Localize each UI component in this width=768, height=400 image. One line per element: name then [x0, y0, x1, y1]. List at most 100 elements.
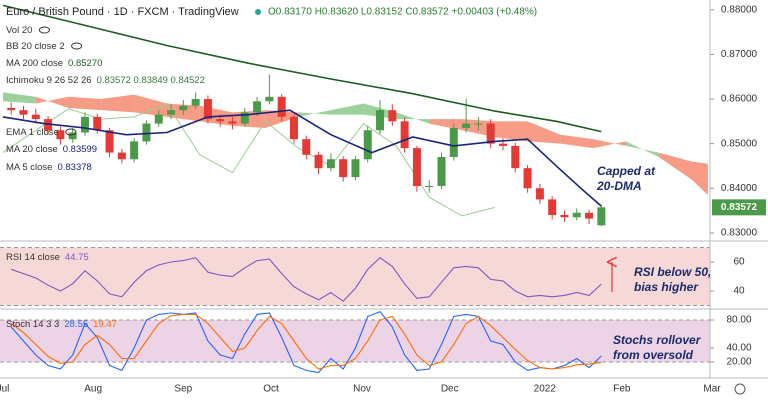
cloud — [691, 161, 708, 195]
ma-line — [2, 109, 602, 207]
candle-body — [191, 99, 200, 106]
indicator-legend: MA 200 close 0.85270 — [6, 58, 102, 69]
candle-body — [314, 154, 323, 169]
indicator-line — [10, 310, 602, 374]
candle-body — [511, 145, 520, 169]
candle-body — [449, 128, 458, 158]
pane-value: 28.55 — [64, 319, 88, 330]
cloud — [527, 121, 561, 144]
candle-body — [216, 119, 225, 122]
overlay: Euro / British Pound · 1D · FXCM · Tradi… — [6, 6, 711, 362]
cloud — [625, 141, 659, 158]
y-tick-label: 0.86000 — [721, 94, 758, 105]
candle-body — [7, 107, 16, 111]
cloud — [396, 112, 430, 124]
candle-body — [437, 157, 446, 187]
candle-body — [105, 130, 114, 153]
cloud — [560, 134, 594, 149]
indicator-value: 0.83599 — [63, 144, 97, 155]
pane-title: Stoch 14 3 3 — [6, 319, 59, 330]
y-tick-label: 80.00 — [726, 315, 751, 326]
plot-area — [0, 4, 710, 374]
candle-body — [19, 110, 28, 115]
indicator-name: Ichimoku 9 26 52 26 — [6, 75, 92, 86]
ohlc-label: O0.83170 H0.83620 L0.83152 C0.83572 +0.0… — [268, 7, 537, 18]
x-tick-label: Jul — [0, 384, 9, 395]
cloud — [68, 96, 102, 111]
cloud — [101, 94, 135, 113]
candle-body — [302, 139, 311, 155]
candle-body — [498, 143, 507, 146]
annotation: 20-DMA — [596, 179, 642, 193]
indicator-name: MA 200 close — [6, 58, 63, 69]
last-price-box — [712, 199, 766, 216]
cloud — [330, 103, 364, 115]
annotation: RSI below 50, — [634, 265, 711, 279]
indicator-name: Vol 20 — [6, 25, 32, 36]
candle-body — [376, 110, 385, 131]
candle-body — [154, 114, 163, 124]
cloud — [3, 92, 36, 104]
indicator-name: EMA 1 close — [6, 127, 59, 138]
cloud — [494, 121, 528, 142]
candle-body — [93, 116, 102, 131]
candle-body — [253, 101, 262, 113]
candle-body — [412, 148, 421, 187]
candle-body — [179, 105, 188, 111]
candle-body — [486, 123, 495, 144]
y-tick-label: 0.83000 — [721, 228, 758, 239]
candle-body — [572, 212, 581, 218]
y-tick-label: 60 — [733, 257, 745, 268]
indicator-value: 0.83572 0.83849 0.84522 — [97, 75, 205, 86]
candle-body — [142, 123, 151, 142]
y-tick-label: 20.00 — [726, 357, 751, 368]
y-tick-label: 40.00 — [726, 343, 751, 354]
pane-legend: Stoch 14 3 3 28.55 19.47 — [6, 319, 117, 330]
indicator-line — [11, 256, 602, 302]
pane-title: RSI 14 close — [6, 252, 60, 263]
indicator-legend: MA 5 close 0.83378 — [6, 162, 92, 173]
x-tick-label: 2022 — [534, 384, 557, 395]
indicator-name: BB 20 close 2 — [6, 41, 65, 52]
y-tick-label: 0.84000 — [721, 183, 758, 194]
pane-value: 19.47 — [93, 319, 117, 330]
indicator-line — [10, 313, 602, 370]
indicator-legend: MA 20 close 0.83599 — [6, 144, 97, 155]
pane-value: 44.75 — [65, 252, 89, 263]
candle-body — [228, 121, 237, 124]
cloud — [593, 139, 626, 149]
candle-body — [351, 159, 360, 178]
candle-body — [597, 207, 606, 226]
x-tick-label: Dec — [441, 384, 459, 395]
eye-icon — [71, 42, 83, 50]
cloud — [35, 96, 69, 108]
candle-body — [265, 96, 274, 102]
settings-icon[interactable] — [734, 383, 746, 395]
candle-body — [388, 110, 397, 122]
indicator-legend: BB 20 close 2 — [6, 41, 65, 52]
x-tick-label: Aug — [84, 384, 102, 395]
cloud — [658, 152, 692, 180]
band — [0, 247, 710, 306]
indicator-legend: Vol 20 — [6, 25, 32, 36]
annotation: Capped at — [597, 164, 656, 178]
candle-body — [339, 159, 348, 178]
indicator-value: 0.83378 — [57, 162, 91, 173]
candle-body — [523, 168, 532, 189]
x-tick-label: Nov — [353, 384, 371, 395]
eye-icon — [38, 26, 50, 34]
candle-body — [474, 123, 483, 125]
indicator-value: 0.85270 — [68, 58, 102, 69]
live-dot — [255, 9, 261, 15]
indicator-name: MA 5 close — [6, 162, 52, 173]
candle-body — [585, 212, 594, 219]
x-tick-label: Oct — [263, 384, 279, 395]
ma-line — [2, 4, 602, 133]
x-tick-label: Sep — [174, 384, 192, 395]
y-tick-label: 0.87000 — [721, 49, 758, 60]
y-tick-label: 0.85000 — [721, 138, 758, 149]
chart-title: Euro / British Pound · 1D · FXCM · Tradi… — [6, 6, 239, 18]
y-tick-label: 0.88000 — [721, 4, 758, 15]
x-tick-label: Mar — [703, 384, 721, 395]
annotation: from oversold — [613, 348, 694, 362]
